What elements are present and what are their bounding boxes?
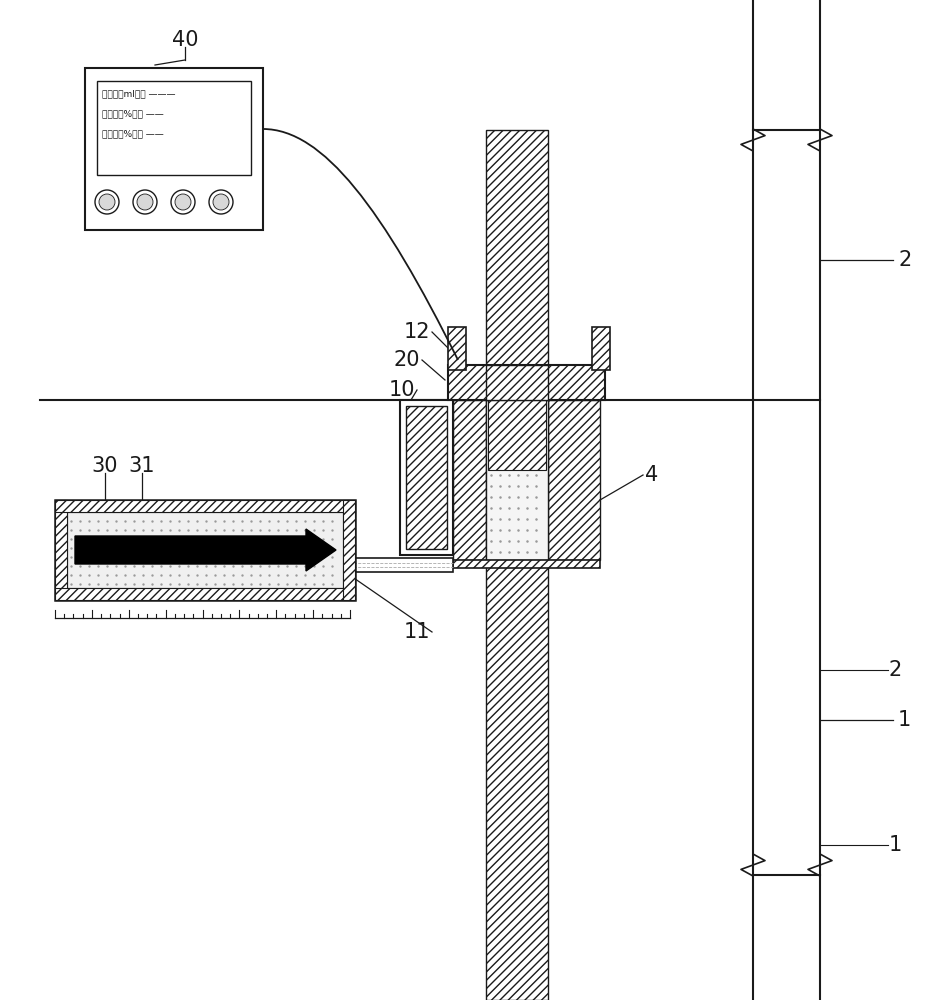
Text: 饱满度（%）： ——: 饱满度（%）： —— — [102, 129, 164, 138]
Bar — [486, 365, 548, 400]
Bar — [55, 500, 355, 512]
Bar — [488, 400, 546, 470]
Circle shape — [213, 194, 229, 210]
Bar — [55, 588, 355, 600]
Circle shape — [99, 194, 115, 210]
Bar — [323, 557, 337, 573]
Text: 填充度（%）： ——: 填充度（%）： —— — [102, 109, 164, 118]
Text: 1: 1 — [888, 835, 901, 855]
Bar — [320, 554, 340, 576]
Bar — [592, 327, 610, 370]
Text: 20: 20 — [393, 350, 420, 370]
Bar — [97, 81, 251, 175]
Bar — [400, 400, 453, 555]
Bar — [450, 390, 603, 400]
Bar — [453, 400, 486, 560]
Bar — [448, 327, 466, 370]
Text: 40: 40 — [172, 30, 198, 50]
Text: 1: 1 — [898, 710, 911, 730]
Bar — [548, 400, 600, 560]
Circle shape — [95, 190, 119, 214]
Bar — [453, 560, 600, 568]
Bar — [486, 550, 548, 1000]
Text: 30: 30 — [92, 456, 118, 476]
Text: 2: 2 — [898, 250, 911, 270]
Bar — [406, 406, 447, 549]
Circle shape — [133, 190, 157, 214]
Text: 10: 10 — [389, 380, 415, 400]
Bar — [67, 512, 343, 588]
Bar — [340, 558, 453, 572]
Bar — [448, 365, 605, 400]
Circle shape — [137, 194, 153, 210]
Bar — [343, 500, 355, 600]
FancyArrow shape — [75, 529, 336, 571]
Text: 12: 12 — [404, 322, 430, 342]
Bar — [85, 68, 263, 230]
Bar — [486, 400, 548, 560]
Bar — [486, 130, 548, 400]
Text: 注入量（ml）： ———: 注入量（ml）： ——— — [102, 89, 176, 98]
Text: 4: 4 — [645, 465, 658, 485]
Text: 31: 31 — [128, 456, 155, 476]
Bar — [55, 500, 355, 600]
Text: 11: 11 — [404, 622, 430, 642]
Circle shape — [175, 194, 191, 210]
Circle shape — [209, 190, 233, 214]
Bar — [55, 500, 67, 600]
Circle shape — [171, 190, 195, 214]
Text: 2: 2 — [888, 660, 901, 680]
